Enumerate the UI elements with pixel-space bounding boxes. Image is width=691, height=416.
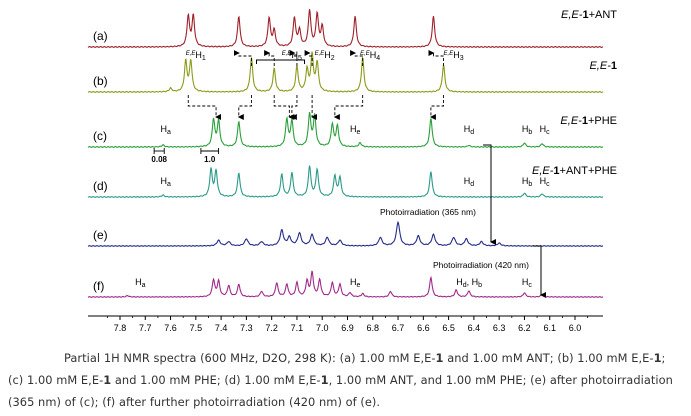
spectrum-a-name: E,E-1+ANT xyxy=(561,9,617,21)
caption-text-1: Partial 1H NMR spectra (600 MHz, D2O, 29… xyxy=(64,351,436,365)
shift-arrow-bc-3 xyxy=(290,95,298,120)
shift-arrow-ab-2 xyxy=(289,50,298,66)
x-tick-label-2: 7.6 xyxy=(164,323,177,333)
shift-arrow-ab-4 xyxy=(350,50,364,66)
photo-arrow-420 xyxy=(533,245,546,298)
spectrum-b-label: (b) xyxy=(93,74,108,88)
caption-bold-1: 1 xyxy=(435,351,444,365)
peak-label-f-15: He xyxy=(350,277,361,289)
x-tick-label-18: 6.0 xyxy=(569,323,582,333)
x-tick-label-8: 7.0 xyxy=(316,323,329,333)
spectrum-f-trace xyxy=(87,270,604,298)
x-tick-label-9: 6.9 xyxy=(341,323,354,333)
caption-bold-3: 1 xyxy=(103,373,112,387)
spectrum-c-trace xyxy=(87,112,604,148)
photo-arrow-365 xyxy=(483,144,496,245)
x-tick-label-16: 6.2 xyxy=(518,323,531,333)
shift-arrow-bc-2 xyxy=(273,95,295,120)
peak-label-c-6: He xyxy=(350,124,361,136)
spectra-group xyxy=(87,9,604,298)
shift-arrow-bc-6 xyxy=(429,95,445,120)
spectrum-a-trace xyxy=(87,9,604,48)
peak-label-f-14: Ha xyxy=(135,277,146,289)
caption-text-2: and 1.00 mM ANT; (b) 1.00 mM E,E- xyxy=(443,351,654,365)
spectrum-e-label: (e) xyxy=(93,228,108,242)
peak-label-f-16: Hd, Hb xyxy=(456,277,482,289)
x-tick-label-15: 6.3 xyxy=(493,323,506,333)
figure-caption: Partial 1H NMR spectra (600 MHz, D2O, 29… xyxy=(8,347,684,413)
caption-text-5: , 1.00 mM ANT, and 1.00 mM PHE; (e) afte… xyxy=(8,373,673,409)
x-tick-label-12: 6.6 xyxy=(417,323,430,333)
peak-label-f-17: Hc xyxy=(522,277,533,289)
spectrum-d-name: E,E-1+ANT+PHE xyxy=(532,165,617,177)
bracket-h5 xyxy=(256,59,306,64)
spectrum-a-label: (a) xyxy=(93,29,108,43)
shift-label-10: 1.0 xyxy=(204,155,216,164)
spectrum-f-label: (f) xyxy=(93,279,104,293)
shift-arrow-ab-0 xyxy=(233,50,252,66)
peak-label-d-12: Hb xyxy=(522,176,533,188)
shift-arrow-ab-5 xyxy=(428,50,445,66)
peak-label-b-0: E,EH1 xyxy=(186,50,206,62)
photo-label-420: Photoirradiation (420 nm) xyxy=(433,260,529,270)
x-tick-label-6: 7.2 xyxy=(265,323,278,333)
x-tick-label-5: 7.3 xyxy=(240,323,253,333)
peak-label-c-8: Hb xyxy=(522,124,533,136)
x-tick-label-11: 6.7 xyxy=(392,323,405,333)
spectrum-c-label: (c) xyxy=(93,129,107,143)
x-tick-label-0: 7.8 xyxy=(114,323,127,333)
peak-label-d-13: Hc xyxy=(540,176,551,188)
x-tick-label-17: 6.1 xyxy=(543,323,556,333)
x-tick-label-3: 7.5 xyxy=(190,323,203,333)
caption-bold-4: 1 xyxy=(320,373,329,387)
spectrum-d-label: (d) xyxy=(93,179,108,193)
shift-arrow-ab-3 xyxy=(304,50,313,66)
shift-arrow-bc-5 xyxy=(333,95,364,120)
shift-arrow-bc-1 xyxy=(237,95,252,120)
labels-group: (a) E,E-1+ANT (b) E,E-1 (c) E,E-1+PHE (d) E,E-1… xyxy=(93,9,617,293)
spectrum-b-trace xyxy=(87,51,604,93)
shift-label-008: 0.08 xyxy=(151,155,167,164)
peak-label-d-10: Ha xyxy=(160,176,171,188)
peak-label-b-2: E,EH2 xyxy=(315,50,335,62)
peak-label-b-3: E,EH4 xyxy=(360,50,380,62)
x-axis: 7.8 7.7 7.6 7.5 7.4 7.3 7.2 7.1 7.0 6.9 6.8 6.7 6.6 6… xyxy=(88,315,603,333)
x-tick-label-13: 6.5 xyxy=(442,323,455,333)
x-tick-label-4: 7.4 xyxy=(215,323,228,333)
peak-label-d-11: Hd xyxy=(464,176,475,188)
nmr-stacked-spectra-chart: (a) E,E-1+ANT (b) E,E-1 (c) E,E-1+PHE (d) E,E-1… xyxy=(87,9,617,333)
spectrum-d-trace xyxy=(87,165,604,198)
shift-arrow-bc-0 xyxy=(187,95,222,120)
photo-label-365: Photoirradiation (365 nm) xyxy=(380,207,476,217)
peak-label-c-9: Hc xyxy=(540,124,551,136)
peak-label-b-4: E,EH3 xyxy=(444,50,464,62)
peak-label-c-5: Ha xyxy=(160,124,171,136)
connectors-group: 0.08 1.0 Photoirradiation (365 nm) Photoirr… xyxy=(151,50,546,298)
shift-arrow-ab-1 xyxy=(264,50,275,66)
x-tick-label-7: 7.1 xyxy=(291,323,304,333)
caption-text-4: and 1.00 mM PHE; (d) 1.00 mM E,E- xyxy=(111,373,321,387)
spectrum-b-name: E,E-1 xyxy=(589,60,617,72)
x-tick-label-14: 6.4 xyxy=(468,323,481,333)
x-tick-label-10: 6.8 xyxy=(367,323,380,333)
caption-bold-2: 1 xyxy=(653,351,662,365)
x-tick-label-1: 7.7 xyxy=(139,323,152,333)
peak-label-c-7: Hd xyxy=(464,124,475,136)
caption-text-3: ; (c) 1.00 mM E,E- xyxy=(8,351,666,387)
spectrum-c-name: E,E-1+PHE xyxy=(560,115,617,127)
spectrum-e-trace xyxy=(87,220,604,247)
